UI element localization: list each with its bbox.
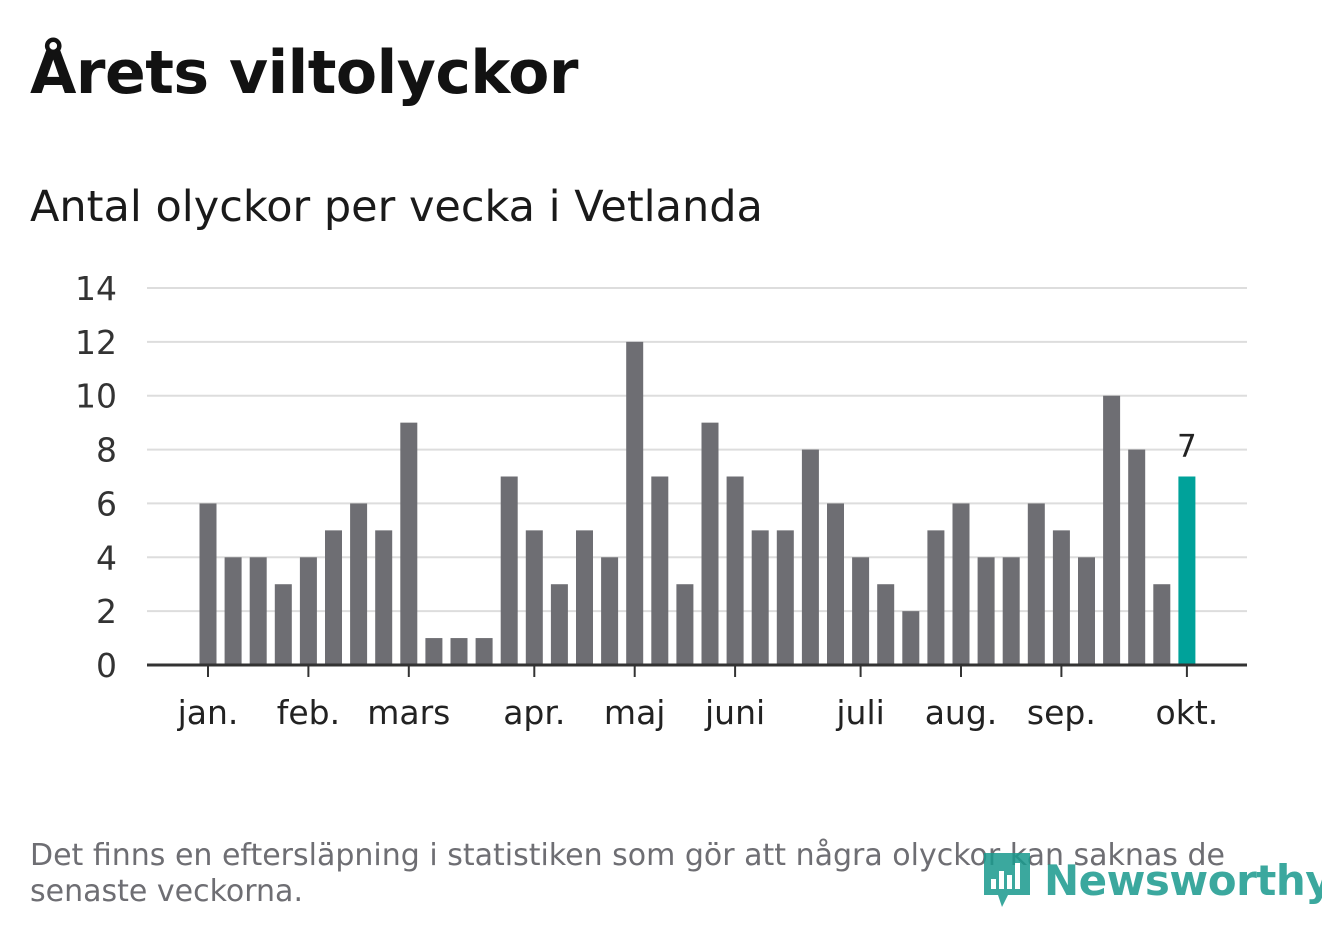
x-axis-ticks: jan. feb. mars apr. maj juni juli aug. sep. okt. bbox=[177, 665, 1219, 732]
y-tick-label: 2 bbox=[96, 592, 117, 631]
bar-highlight bbox=[1178, 476, 1196, 665]
logo-text: Newsworthy bbox=[1044, 855, 1322, 905]
bar bbox=[852, 557, 870, 665]
bar bbox=[576, 530, 593, 665]
bar bbox=[801, 449, 819, 665]
bar bbox=[626, 341, 644, 665]
bar-chart-speech-bubble-icon bbox=[984, 853, 1030, 907]
y-tick-label: 4 bbox=[96, 538, 117, 577]
x-tick-label: okt. bbox=[1156, 693, 1219, 732]
chart-subtitle: Antal olyckor per vecka i Vetlanda bbox=[30, 182, 763, 232]
bar bbox=[1128, 449, 1146, 665]
bar bbox=[601, 557, 619, 665]
bar bbox=[425, 638, 443, 665]
bar bbox=[701, 422, 719, 665]
bar bbox=[827, 503, 844, 665]
y-tick-label: 14 bbox=[75, 269, 117, 308]
bar bbox=[249, 557, 267, 665]
x-tick-label: jan. bbox=[177, 693, 239, 732]
bar bbox=[1153, 584, 1171, 665]
y-tick-label: 6 bbox=[96, 484, 117, 523]
x-tick-label: juli bbox=[835, 693, 884, 732]
bar bbox=[651, 476, 669, 665]
bar bbox=[776, 530, 794, 665]
bar bbox=[1052, 530, 1070, 665]
x-tick-label: sep. bbox=[1027, 693, 1096, 732]
x-tick-label: mars bbox=[367, 693, 450, 732]
bar bbox=[199, 503, 217, 665]
x-tick-label: aug. bbox=[925, 693, 998, 732]
bar bbox=[1002, 557, 1020, 665]
bar-chart: 0 2 4 6 8 10 12 14 jan. feb. mars apr. maj juni juli a… bbox=[75, 269, 1247, 732]
bar bbox=[877, 584, 895, 665]
x-tick-label: feb. bbox=[277, 693, 340, 732]
bar bbox=[475, 638, 493, 665]
bar bbox=[1103, 395, 1121, 665]
bar bbox=[375, 530, 393, 665]
x-tick-label: maj bbox=[604, 693, 666, 732]
bar bbox=[350, 503, 368, 665]
bar bbox=[977, 557, 995, 665]
bar bbox=[726, 476, 744, 665]
data-labels: 7 bbox=[1177, 429, 1197, 465]
x-tick-label: apr. bbox=[503, 693, 565, 732]
bar bbox=[902, 611, 920, 665]
bar bbox=[751, 530, 769, 665]
highlight-value-label: 7 bbox=[1177, 429, 1197, 465]
bar bbox=[325, 530, 342, 665]
y-tick-label: 0 bbox=[96, 646, 117, 685]
chart-title: Årets viltolyckor bbox=[30, 38, 579, 108]
newsworthy-logo: Newsworthy bbox=[980, 848, 1322, 912]
bars bbox=[199, 341, 1196, 665]
y-tick-label: 12 bbox=[75, 323, 117, 362]
bar bbox=[550, 584, 568, 665]
bar bbox=[1027, 503, 1045, 665]
bar bbox=[676, 584, 694, 665]
y-tick-label: 8 bbox=[96, 431, 117, 470]
bar bbox=[1078, 557, 1095, 665]
y-axis-ticks: 0 2 4 6 8 10 12 14 bbox=[75, 269, 117, 685]
x-tick-label: juni bbox=[704, 693, 765, 732]
bar bbox=[400, 422, 418, 665]
bar bbox=[952, 503, 970, 665]
bar bbox=[299, 557, 317, 665]
bar bbox=[450, 638, 468, 665]
bar bbox=[500, 476, 518, 665]
bar bbox=[525, 530, 543, 665]
y-tick-label: 10 bbox=[75, 377, 117, 416]
bar bbox=[274, 584, 292, 665]
bar bbox=[927, 530, 945, 665]
bar bbox=[224, 557, 242, 665]
